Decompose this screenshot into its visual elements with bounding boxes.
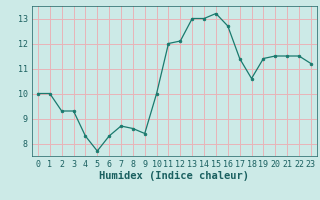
X-axis label: Humidex (Indice chaleur): Humidex (Indice chaleur) <box>100 171 249 181</box>
